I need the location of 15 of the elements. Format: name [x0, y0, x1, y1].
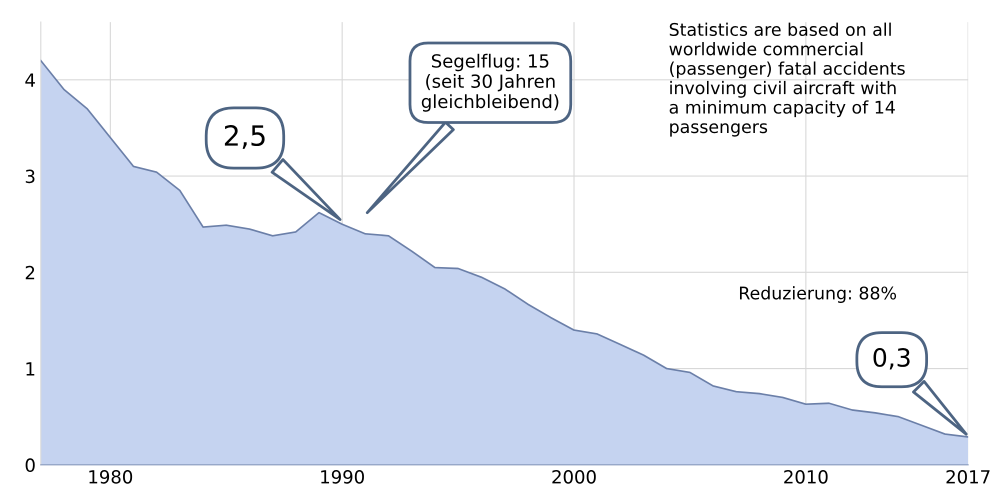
annotation: 2,5 — [224, 125, 265, 149]
x-tick-label: 1980 — [89, 470, 132, 484]
y-tick-label: 4 — [25, 74, 35, 87]
y-tick-label: 2 — [26, 266, 34, 280]
x-tick-label: 2010 — [784, 470, 828, 484]
y-tick-label: 0 — [26, 458, 35, 472]
annotation: Statistics are based on all worldwide commercial (passenger) fatal accidents involving civil aircraft with a minimum capacity of 14 passengers — [669, 22, 905, 137]
y-tick-label: 3 — [26, 170, 34, 184]
annotation: 0,3 — [874, 348, 910, 370]
x-tick-label: 2000 — [552, 470, 596, 484]
annotation: Segelflug: 15 (seit 30 Jahren gleichbleibend) — [422, 54, 558, 112]
annotation: Reduzierung: 88% — [740, 286, 896, 303]
x-tick-label: 2017 — [946, 470, 990, 484]
y-tick-label: 1 — [26, 362, 34, 376]
x-tick-label: 1990 — [321, 470, 364, 484]
